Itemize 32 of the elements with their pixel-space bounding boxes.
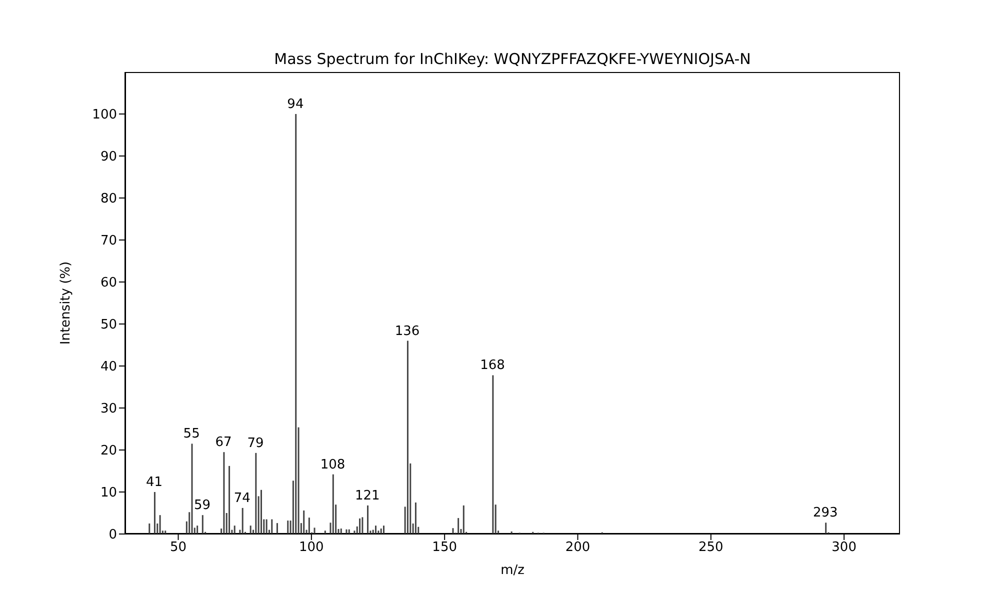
x-tick-label: 100 — [299, 540, 324, 556]
annotation: 121 — [354, 488, 380, 504]
y-tick-label: 50 — [100, 318, 117, 333]
annotation: 41 — [146, 475, 163, 490]
annotation: 94 — [287, 97, 304, 112]
x-tick-label: 150 — [432, 540, 457, 556]
annotation: 168 — [480, 358, 505, 374]
y-tick-label: 90 — [100, 150, 117, 165]
annotation: 79 — [247, 436, 264, 451]
annotation: 74 — [234, 490, 250, 506]
y-tick-label: 70 — [100, 234, 117, 249]
y-tick-label: 60 — [100, 276, 117, 291]
annotation: 59 — [194, 498, 211, 514]
y-tick-label: 80 — [100, 192, 117, 207]
x-tick-label: 200 — [565, 540, 590, 556]
y-tick-label: 40 — [100, 360, 117, 375]
x-tick-label: 50 — [170, 540, 187, 556]
y-tick-label: 100 — [92, 108, 117, 123]
annotation: 55 — [183, 426, 200, 442]
annotation: 136 — [394, 324, 420, 339]
x-tick-label: 250 — [698, 540, 724, 556]
y-tick-label: 10 — [100, 486, 117, 501]
y-axis-title: Intensity (%) — [58, 261, 74, 345]
y-tick-label: 30 — [100, 402, 117, 417]
annotation: 108 — [320, 457, 346, 472]
y-tick-label: 0 — [108, 528, 117, 543]
annotation: 293 — [813, 506, 838, 521]
annotation: 67 — [215, 435, 232, 450]
x-tick-label: 300 — [832, 540, 856, 556]
x-axis-title: m/z — [500, 563, 525, 578]
chart-title: Mass Spectrum for InChIKey: WQNYZPFFAZQKFE-YWEYNIOJSA-N — [273, 50, 752, 68]
y-tick-label: 20 — [100, 444, 117, 459]
